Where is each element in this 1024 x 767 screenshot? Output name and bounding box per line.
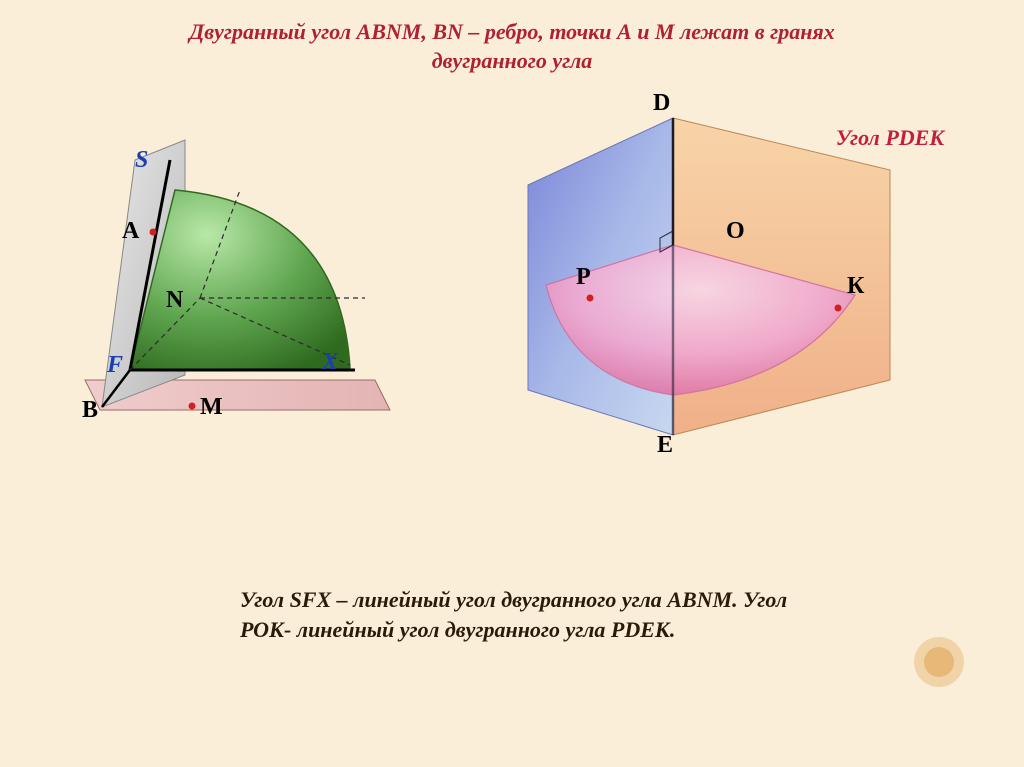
dot-a — [150, 229, 157, 236]
bottom-caption: Угол SFX – линейный угол двугранного угл… — [240, 585, 800, 644]
nav-dot-icon — [909, 632, 969, 692]
label-m: М — [200, 394, 223, 421]
label-o: O — [726, 218, 745, 245]
label-s: S — [135, 147, 148, 174]
label-n: N — [166, 287, 183, 314]
label-e: E — [657, 432, 673, 459]
slide-title: Двугранный угол АВNМ, ВN – ребро, точки … — [0, 0, 1024, 75]
left-diagram — [70, 130, 450, 470]
label-k: К — [847, 273, 864, 300]
label-p: Р — [576, 264, 591, 291]
dot-p — [587, 295, 594, 302]
dot-k — [835, 305, 842, 312]
nav-dot[interactable] — [909, 632, 969, 692]
label-x: X — [322, 349, 338, 376]
label-d: D — [653, 90, 670, 117]
title-line2: двугранного угла — [432, 48, 593, 73]
dot-m — [189, 403, 196, 410]
label-a: А — [122, 218, 139, 245]
title-line1: Двугранный угол АВNМ, ВN – ребро, точки … — [189, 19, 835, 44]
label-b: В — [82, 397, 98, 424]
label-f: F — [107, 352, 123, 379]
right-diagram — [510, 90, 930, 490]
